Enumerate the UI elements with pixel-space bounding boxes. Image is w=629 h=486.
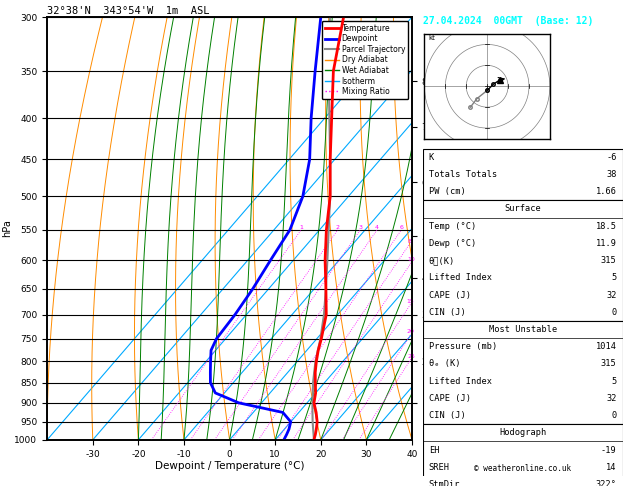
Text: -6: -6 <box>606 153 616 162</box>
Text: CIN (J): CIN (J) <box>429 308 465 317</box>
Text: 1014: 1014 <box>596 342 616 351</box>
Text: Totals Totals: Totals Totals <box>429 170 497 179</box>
Text: ∕∕∕: ∕∕∕ <box>503 177 513 187</box>
Text: 5: 5 <box>611 377 616 386</box>
Text: 27.04.2024  00GMT  (Base: 12): 27.04.2024 00GMT (Base: 12) <box>423 17 593 26</box>
Text: 0: 0 <box>611 411 616 420</box>
Y-axis label: hPa: hPa <box>2 220 12 237</box>
Text: 322°: 322° <box>596 480 616 486</box>
Text: ∕∕∕: ∕∕∕ <box>503 231 513 241</box>
Text: 315: 315 <box>601 256 616 265</box>
Text: 15: 15 <box>407 299 415 304</box>
Text: 20: 20 <box>407 330 415 334</box>
Text: © weatheronline.co.uk: © weatheronline.co.uk <box>474 464 571 473</box>
Text: 2: 2 <box>336 225 340 230</box>
Text: θₑ (K): θₑ (K) <box>429 360 460 368</box>
Text: CAPE (J): CAPE (J) <box>429 291 470 299</box>
Text: 32°38'N  343°54'W  1m  ASL: 32°38'N 343°54'W 1m ASL <box>47 6 209 16</box>
Text: EH: EH <box>429 446 439 454</box>
Text: 4: 4 <box>375 225 379 230</box>
Text: ∕∕∕: ∕∕∕ <box>503 122 513 132</box>
Text: 315: 315 <box>601 360 616 368</box>
Text: 18.5: 18.5 <box>596 222 616 231</box>
Text: 11.9: 11.9 <box>596 239 616 248</box>
Text: StmDir: StmDir <box>429 480 460 486</box>
Text: ∕∕∕: ∕∕∕ <box>503 76 513 86</box>
Text: 0: 0 <box>611 308 616 317</box>
Y-axis label: km
ASL: km ASL <box>430 219 452 238</box>
Text: 38: 38 <box>606 170 616 179</box>
Text: Surface: Surface <box>504 205 541 213</box>
Text: 25: 25 <box>407 354 415 359</box>
Text: 32: 32 <box>606 394 616 403</box>
X-axis label: Dewpoint / Temperature (°C): Dewpoint / Temperature (°C) <box>155 461 304 471</box>
Text: 6: 6 <box>399 225 403 230</box>
Text: Lifted Index: Lifted Index <box>429 377 492 386</box>
Text: Pressure (mb): Pressure (mb) <box>429 342 497 351</box>
Text: ∕∕∕: ∕∕∕ <box>503 356 513 366</box>
Text: 5: 5 <box>611 273 616 282</box>
Text: 32: 32 <box>606 291 616 299</box>
Text: 1: 1 <box>299 225 303 230</box>
Bar <box>423 424 623 486</box>
Text: CAPE (J): CAPE (J) <box>429 394 470 403</box>
Bar <box>423 321 623 424</box>
Text: ∕∕∕: ∕∕∕ <box>503 310 513 320</box>
Text: K: K <box>429 153 434 162</box>
Legend: Temperature, Dewpoint, Parcel Trajectory, Dry Adiabat, Wet Adiabat, Isotherm, Mi: Temperature, Dewpoint, Parcel Trajectory… <box>322 21 408 99</box>
Text: 8: 8 <box>408 239 411 244</box>
Text: Lifted Index: Lifted Index <box>429 273 492 282</box>
Text: θᴀ(K): θᴀ(K) <box>429 256 455 265</box>
Text: LCL: LCL <box>423 402 438 411</box>
Text: -19: -19 <box>601 446 616 454</box>
Text: Dewp (°C): Dewp (°C) <box>429 239 476 248</box>
Text: 10: 10 <box>408 258 415 262</box>
Text: kt: kt <box>428 35 435 41</box>
Text: Hodograph: Hodograph <box>499 428 547 437</box>
Text: SREH: SREH <box>429 463 450 472</box>
Text: 3: 3 <box>359 225 362 230</box>
Text: Temp (°C): Temp (°C) <box>429 222 476 231</box>
Text: Most Unstable: Most Unstable <box>489 325 557 334</box>
Text: 14: 14 <box>606 463 616 472</box>
Text: CIN (J): CIN (J) <box>429 411 465 420</box>
Bar <box>423 149 623 200</box>
Text: 1.66: 1.66 <box>596 187 616 196</box>
Bar <box>423 200 623 321</box>
Text: PW (cm): PW (cm) <box>429 187 465 196</box>
